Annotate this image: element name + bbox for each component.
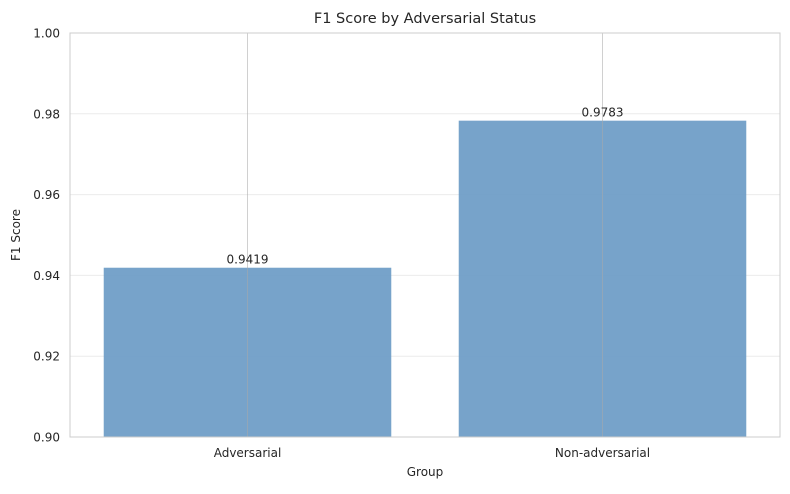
y-tick-label: 0.92 xyxy=(33,350,60,364)
y-tick-label: 0.90 xyxy=(33,431,60,445)
vertical-grid-lines xyxy=(247,33,603,437)
plot-frame xyxy=(69,32,781,438)
bar-value-label: 0.9783 xyxy=(582,106,624,120)
y-tick-label: 1.00 xyxy=(33,27,60,41)
x-axis-label: Group xyxy=(407,465,444,479)
chart-title: F1 Score by Adversarial Status xyxy=(314,11,536,27)
x-tick-label: Adversarial xyxy=(214,446,282,460)
y-tick-label: 0.94 xyxy=(33,269,60,283)
bars xyxy=(103,120,747,437)
x-tick-label: Non-adversarial xyxy=(555,446,650,460)
bar-value-label: 0.9419 xyxy=(227,253,269,267)
y-tick-label: 0.98 xyxy=(33,107,60,121)
y-tick-labels: 0.90 0.92 0.94 0.96 0.98 1.00 xyxy=(33,27,60,445)
x-tick-labels: Adversarial Non-adversarial xyxy=(214,446,650,460)
y-axis-label: F1 Score xyxy=(9,209,23,261)
y-tick-label: 0.96 xyxy=(33,188,60,202)
bar-value-labels: 0.9419 0.9783 xyxy=(227,106,624,267)
